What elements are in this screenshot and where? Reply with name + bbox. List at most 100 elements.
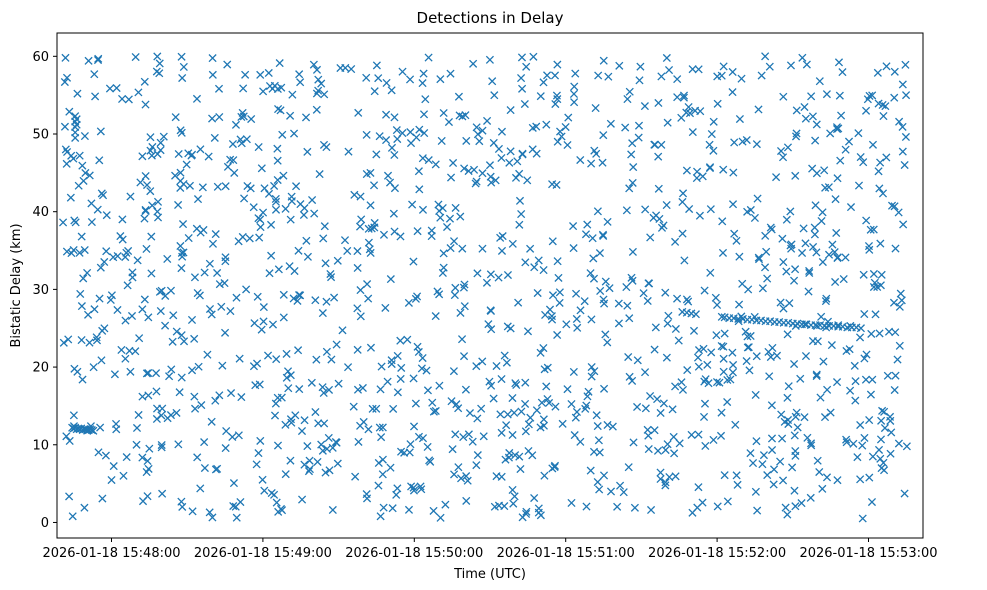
detection-point xyxy=(663,319,672,328)
detection-point xyxy=(630,503,639,512)
detection-point xyxy=(79,176,88,185)
detection-point xyxy=(75,151,84,160)
detection-point xyxy=(571,69,580,78)
detection-point xyxy=(883,371,892,380)
detection-point xyxy=(166,286,176,295)
detection-point xyxy=(540,365,549,374)
detection-point xyxy=(484,320,493,329)
detection-point xyxy=(691,106,700,115)
detection-point xyxy=(882,62,891,71)
detection-point xyxy=(226,307,235,316)
detection-point xyxy=(818,484,827,493)
detection-point xyxy=(581,230,591,239)
detection-point xyxy=(889,298,899,307)
detection-point xyxy=(446,173,456,182)
detection-point xyxy=(700,399,710,408)
detection-point xyxy=(370,223,379,232)
detection-point xyxy=(366,201,375,210)
detection-point xyxy=(215,391,224,400)
detection-point xyxy=(392,490,401,499)
detection-point xyxy=(730,229,739,238)
detection-point xyxy=(678,385,688,394)
detection-point xyxy=(176,241,185,251)
detection-point xyxy=(877,416,886,425)
detection-point xyxy=(518,150,527,159)
detection-point xyxy=(858,441,867,450)
detection-point xyxy=(800,320,809,329)
detection-point xyxy=(808,112,817,121)
detection-point xyxy=(792,408,801,417)
detection-point xyxy=(418,353,427,363)
detection-point xyxy=(515,169,524,178)
detection-point xyxy=(728,368,737,377)
detection-point xyxy=(126,192,135,201)
detection-point xyxy=(473,414,482,423)
detection-point xyxy=(279,171,288,180)
detection-point xyxy=(699,412,709,421)
detection-point xyxy=(751,390,760,400)
detection-point xyxy=(822,294,831,303)
detection-point xyxy=(890,67,899,76)
detection-point xyxy=(684,102,693,112)
detection-point xyxy=(89,363,98,372)
detection-point xyxy=(121,252,130,262)
detection-point xyxy=(663,118,672,127)
detection-point xyxy=(299,210,308,220)
detection-point xyxy=(699,344,708,353)
detection-point xyxy=(451,203,460,212)
detection-point xyxy=(353,247,362,256)
detection-point xyxy=(540,471,549,480)
detection-point xyxy=(833,253,842,262)
detection-point xyxy=(78,161,87,170)
detection-point xyxy=(463,476,472,485)
detection-point xyxy=(109,253,118,262)
detection-point xyxy=(256,215,265,224)
detection-point xyxy=(267,251,276,260)
detection-point xyxy=(321,468,330,477)
detection-point xyxy=(211,230,220,239)
detection-point xyxy=(752,140,761,149)
detection-point xyxy=(650,345,659,354)
detection-point xyxy=(776,457,785,466)
detection-point xyxy=(707,348,716,357)
detection-point xyxy=(254,449,263,458)
detection-point xyxy=(94,54,103,63)
detection-point xyxy=(259,303,268,312)
detection-point xyxy=(553,137,562,146)
detection-point xyxy=(232,293,241,302)
detection-point xyxy=(754,255,764,264)
detection-point xyxy=(111,419,121,428)
detection-point xyxy=(300,460,309,469)
detection-point xyxy=(267,220,276,229)
detection-point xyxy=(571,289,581,298)
detection-point xyxy=(713,502,722,511)
detection-point xyxy=(132,423,142,433)
detection-point xyxy=(521,378,530,387)
detection-point xyxy=(165,372,174,381)
detection-point xyxy=(826,408,835,417)
detection-point xyxy=(166,411,176,420)
detection-point xyxy=(319,234,328,243)
detection-point xyxy=(800,413,809,422)
detection-point xyxy=(817,312,826,321)
detection-point xyxy=(591,104,600,113)
detection-point xyxy=(286,215,295,224)
detection-point xyxy=(694,483,703,492)
detection-point xyxy=(271,194,280,203)
detection-point xyxy=(258,475,267,484)
detection-point xyxy=(472,123,481,132)
detection-point xyxy=(295,70,304,79)
detection-point xyxy=(193,195,203,204)
detection-point xyxy=(378,455,387,464)
detection-point xyxy=(613,502,622,511)
detection-point xyxy=(389,404,398,413)
detection-point xyxy=(851,377,860,386)
detection-point xyxy=(159,132,168,141)
detection-point xyxy=(786,207,795,216)
detection-point xyxy=(156,146,165,155)
detection-point xyxy=(153,52,162,61)
detection-point xyxy=(472,362,481,371)
detection-point xyxy=(732,236,741,245)
detection-point xyxy=(124,95,133,104)
